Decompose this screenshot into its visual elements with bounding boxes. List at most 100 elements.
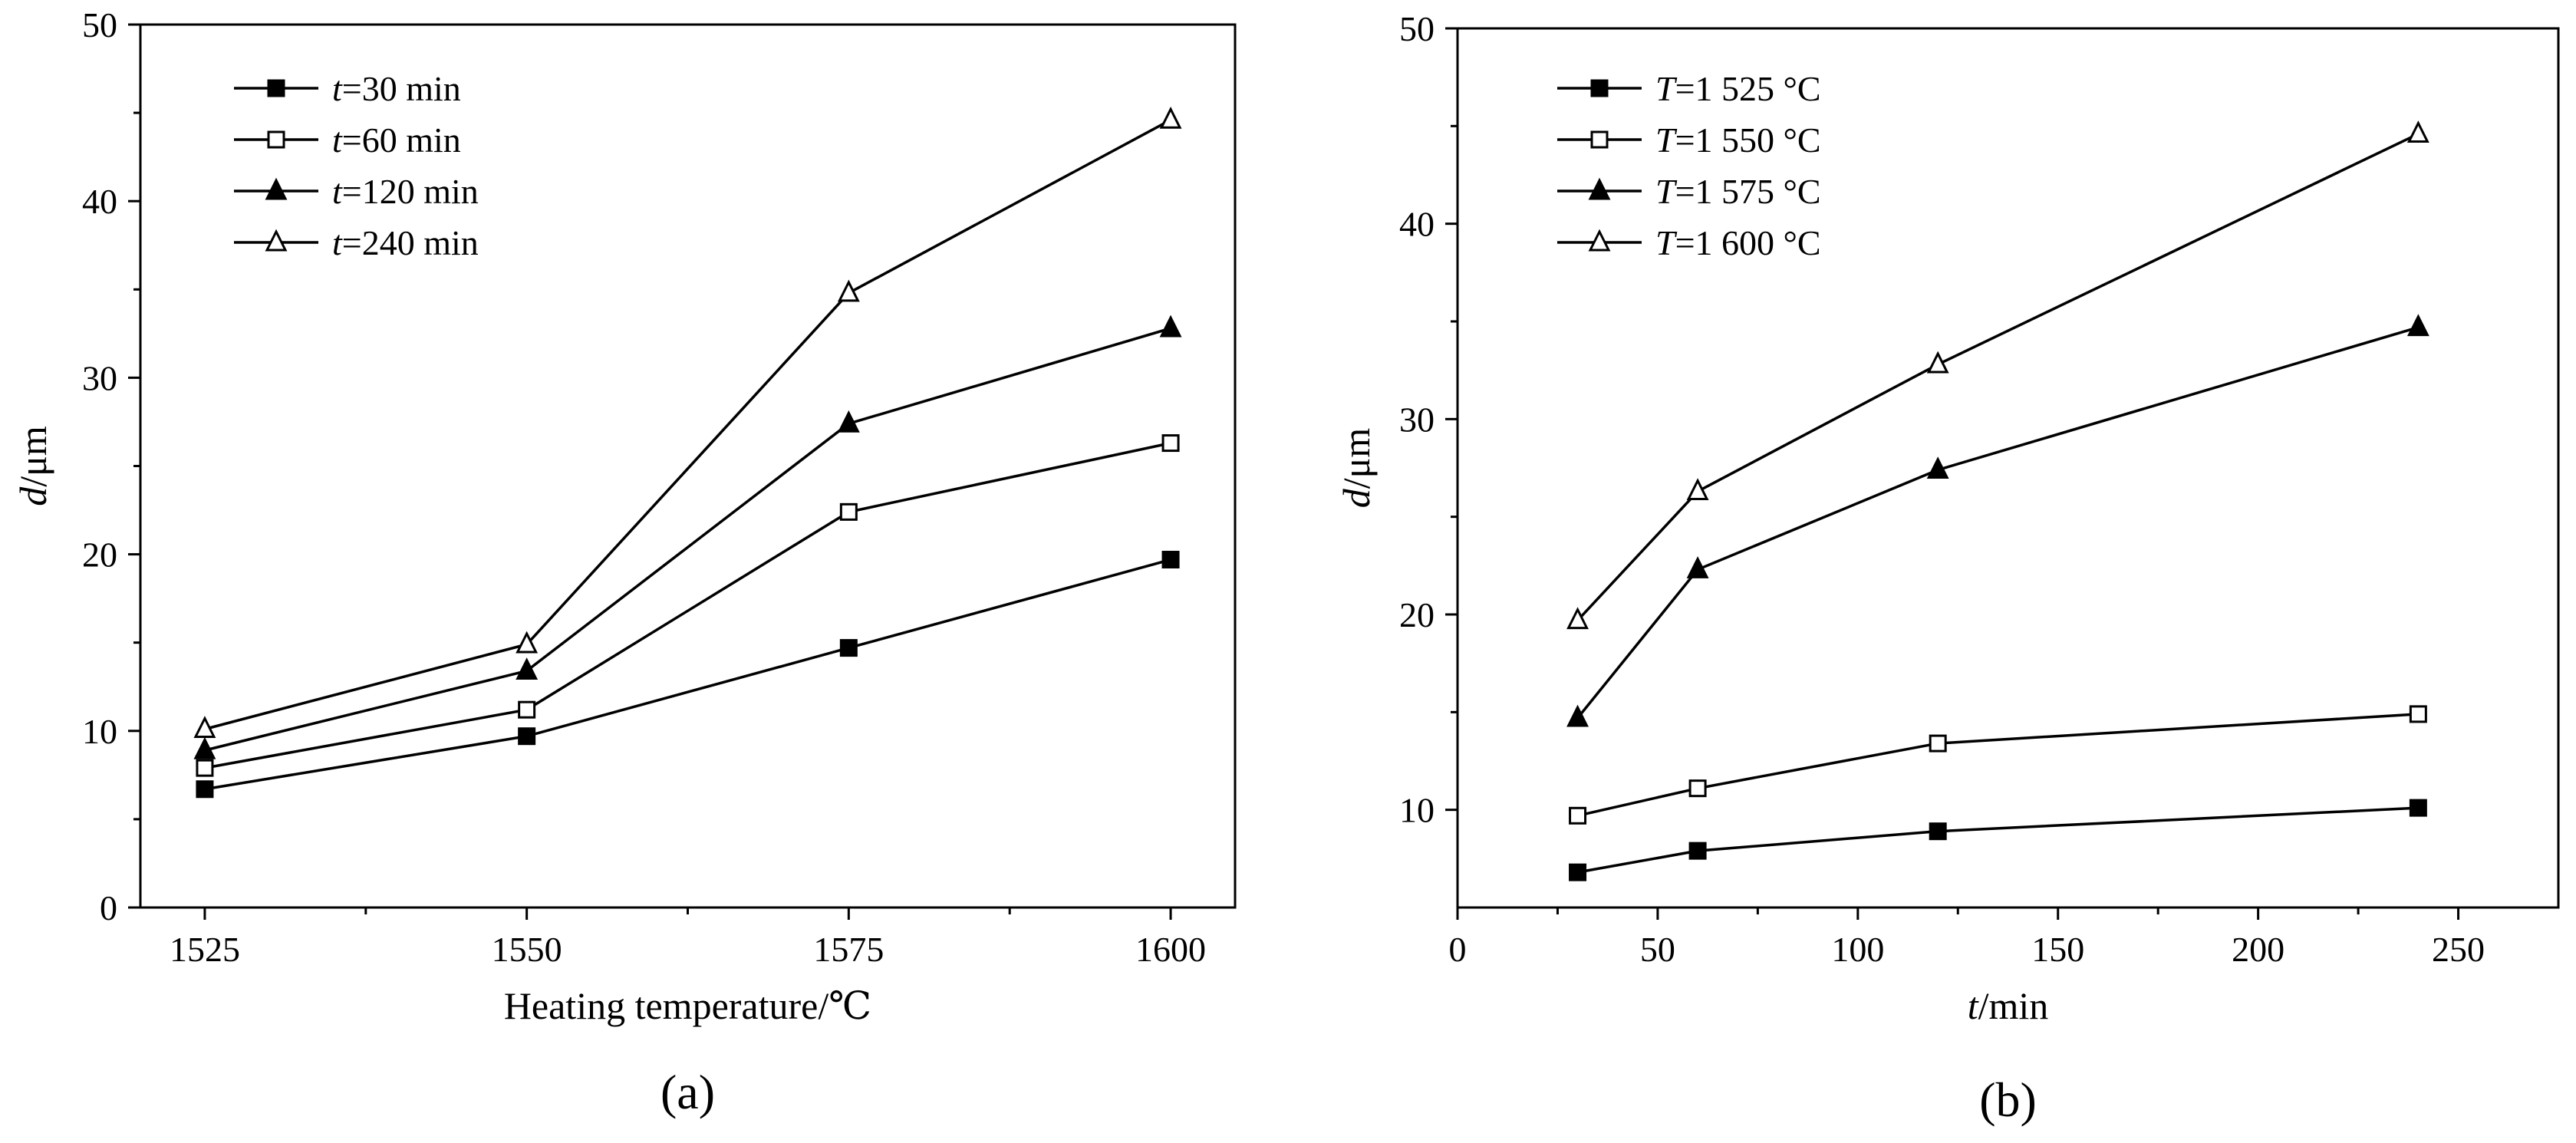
series-2 [196,434,1180,777]
data-point [518,700,536,719]
x-axis-variable: t [1968,984,1979,1027]
legend-marker [267,130,285,149]
data-point [2409,799,2427,817]
x-tick-label: 1600 [1135,930,1206,969]
series-line [204,558,1171,791]
y-axis-title: d/μm [12,426,54,506]
x-axis-title: Heating temperature/℃ [504,984,871,1027]
x-tick-label: 50 [1640,930,1675,969]
data-point [839,502,858,521]
legend-marker [265,229,288,252]
legend-value: =240 min [342,223,479,262]
legend-marker [1588,229,1611,252]
data-point [1566,704,1589,727]
series-line [204,118,1171,731]
plot-frame [1456,27,2560,909]
legend-marker [1590,130,1609,149]
y-tick-label: 50 [1399,9,1435,48]
y-tick-label: 10 [1399,791,1435,830]
x-axis-unit: /min [1978,984,2049,1027]
legend-value: =30 min [342,69,461,108]
data-point [1569,863,1587,881]
data-point [1686,556,1709,578]
legend-entry: t=120 min [332,172,479,211]
data-point [1688,842,1707,860]
data-point [1926,351,1949,374]
x-tick-label: 250 [2432,930,2485,969]
y-tick-label: 30 [1399,400,1435,439]
data-point [2409,705,2427,723]
data-point [1566,607,1589,630]
series-line [1577,713,2419,818]
legend-entry: t=30 min [332,69,461,108]
legend-entry: T=1 575 °C [1655,172,1821,211]
data-point [837,410,860,433]
series-2 [1569,705,2427,825]
series-line [1576,325,2419,720]
x-tick-label: 1550 [492,930,562,969]
plot-frame [139,23,1237,909]
data-point [1161,434,1180,453]
series-3 [1566,314,2429,727]
legend-variable: t [332,120,343,160]
legend-marker [267,79,285,97]
x-tick-label: 0 [1449,930,1467,969]
series-line [204,441,1171,769]
y-tick-label: 10 [82,712,117,751]
data-point [196,780,214,799]
series-4 [1566,120,2429,630]
y-tick-label: 40 [1399,205,1435,244]
legend-value: =1 600 °C [1675,223,1821,262]
data-point [1688,779,1707,798]
panel-label: (b) [1979,1072,2037,1127]
data-point [837,279,860,302]
data-point [1929,822,1947,841]
series-3 [193,315,1182,759]
y-axis-variable: d [12,486,54,506]
x-tick-label: 100 [1831,930,1884,969]
legend-variable: t [332,223,343,262]
series-4 [193,106,1182,738]
x-tick-label: 1575 [813,930,884,969]
y-tick-label: 40 [82,182,117,221]
x-axis-title: t/min [1968,984,2049,1027]
legend-entry: t=240 min [332,223,479,262]
data-point [2406,120,2429,143]
legend-entry: T=1 550 °C [1655,120,1821,160]
y-axis-title: d/μm [1335,428,1378,509]
data-point [193,736,216,759]
y-tick-label: 20 [82,535,117,575]
y-tick-label: 50 [82,5,117,44]
data-point [1929,734,1947,753]
legend-entry: t=60 min [332,120,461,160]
legend-value: =1 550 °C [1675,120,1821,160]
y-axis-variable: d [1335,488,1378,508]
series-1 [196,551,1180,799]
data-point [1161,551,1180,569]
legend-entry: T=1 525 °C [1655,69,1821,108]
data-point [1686,478,1709,501]
legend-value: =60 min [342,120,461,160]
legend-value: =1 575 °C [1675,172,1821,211]
legend-marker [265,177,288,200]
data-point [516,657,539,680]
y-tick-label: 30 [82,358,117,397]
panel-label: (a) [660,1065,715,1119]
legend-variable: T [1655,223,1678,262]
legend-entry: T=1 600 °C [1655,223,1821,262]
data-point [196,759,214,777]
series-line [1577,806,2419,874]
data-point [1159,106,1182,129]
legend-variable: T [1655,69,1678,108]
series-1 [1569,799,2427,881]
x-tick-label: 150 [2031,930,2084,969]
data-point [1926,456,1949,479]
data-point [1569,806,1587,825]
y-axis-unit: /μm [1335,428,1378,489]
y-tick-label: 20 [1399,595,1435,634]
legend-variable: T [1655,120,1678,160]
data-point [2406,314,2429,337]
